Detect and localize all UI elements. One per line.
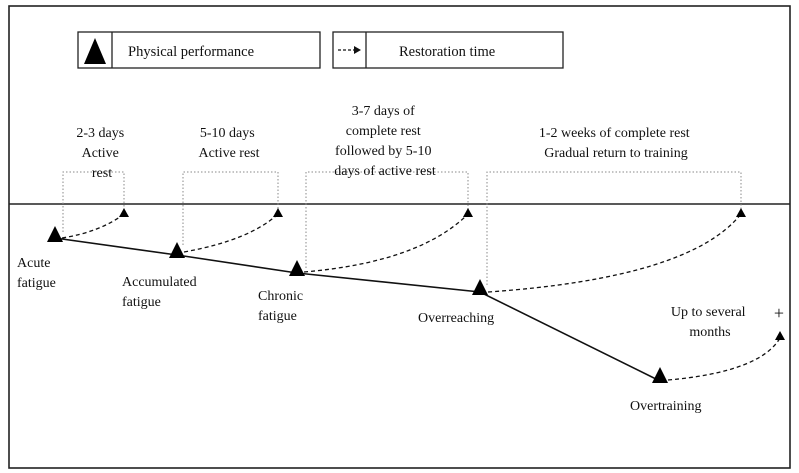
stage-label-line: Acute: [17, 256, 50, 271]
restoration-line: Gradual return to training: [544, 146, 687, 161]
stage-label-line: fatigue: [258, 309, 297, 324]
arrow-head-overtraining: [775, 331, 785, 340]
stage-label-accumulated-fatigue: Accumulated fatigue: [122, 275, 200, 310]
restoration-arrow-accumulated: [183, 213, 279, 253]
restoration-line: months: [689, 325, 730, 340]
performance-markers: [47, 226, 668, 383]
stage-label-line: fatigue: [17, 276, 56, 291]
marker-acute-fatigue: [47, 226, 63, 242]
restoration-arrow-chronic: [303, 213, 469, 273]
arrow-head-accumulated: [273, 208, 283, 217]
restoration-label-acute: 2-3 days Active rest: [76, 126, 127, 181]
restoration-line: Active rest: [198, 146, 259, 161]
restoration-arrow-heads: [119, 208, 785, 340]
legend: Physical performance Restoration time: [77, 31, 564, 69]
bracket-acute: [62, 171, 125, 232]
arrow-head-overreaching: [736, 208, 746, 217]
legend-performance: Physical performance: [77, 31, 321, 69]
stage-label-overreaching: Overreaching: [418, 311, 494, 326]
legend-performance-label: Physical performance: [128, 44, 254, 60]
restoration-line: followed by 5-10: [335, 144, 431, 159]
stage-label-line: Overreaching: [418, 311, 494, 326]
legend-restoration-label: Restoration time: [399, 44, 495, 60]
diagram-frame: [8, 5, 791, 469]
restoration-line: 3-7 days of: [352, 104, 415, 119]
restoration-labels: 2-3 days Active rest 5-10 days Active re…: [76, 104, 784, 340]
bracket-overreaching: [486, 171, 742, 285]
stage-label-line: Overtraining: [630, 399, 702, 414]
restoration-arrow-overtraining: [667, 337, 781, 381]
stage-label-acute-fatigue: Acute fatigue: [17, 256, 56, 291]
restoration-line: days of active rest: [334, 164, 436, 179]
restoration-line: complete rest: [346, 124, 421, 139]
legend-performance-box: [77, 31, 321, 69]
restoration-line: 1-2 weeks of complete rest: [539, 126, 690, 141]
restoration-extra-mark: +: [774, 303, 784, 323]
restoration-label-chronic: 3-7 days of complete rest followed by 5-…: [334, 104, 436, 179]
restoration-brackets: [62, 171, 742, 285]
restoration-line: Active: [82, 146, 119, 161]
triangle-marker-icon: [84, 38, 106, 64]
restoration-label-overtraining: Up to several months: [671, 305, 749, 340]
stage-labels: Acute fatigue Accumulated fatigue Chroni…: [17, 256, 702, 414]
arrow-head-chronic: [463, 208, 473, 217]
restoration-arrow-acute: [61, 213, 125, 239]
restoration-label-accumulated: 5-10 days Active rest: [198, 126, 259, 161]
restoration-label-overreaching: 1-2 weeks of complete rest Gradual retur…: [539, 126, 693, 161]
stage-label-overtraining: Overtraining: [630, 399, 702, 414]
marker-overreaching: [472, 279, 488, 295]
stage-label-line: Accumulated: [122, 275, 197, 290]
legend-restoration-box: [332, 31, 564, 69]
stage-label-line: Chronic: [258, 289, 303, 304]
restoration-line: Up to several: [671, 305, 746, 320]
stage-label-chronic-fatigue: Chronic fatigue: [258, 289, 307, 324]
marker-accumulated-fatigue: [169, 242, 185, 258]
bracket-chronic: [305, 171, 469, 268]
restoration-line: 2-3 days: [76, 126, 124, 141]
dashed-arrow-head-icon: [354, 46, 361, 54]
arrow-head-acute: [119, 208, 129, 217]
bracket-accumulated: [182, 171, 279, 245]
marker-chronic-fatigue: [289, 260, 305, 276]
restoration-arrow-overreaching: [487, 213, 742, 293]
restoration-line: rest: [92, 166, 112, 181]
legend-restoration: Restoration time: [332, 31, 564, 69]
stage-label-line: fatigue: [122, 295, 161, 310]
restoration-arrows: [61, 213, 781, 381]
marker-overtraining: [652, 367, 668, 383]
restoration-line: 5-10 days: [200, 126, 255, 141]
